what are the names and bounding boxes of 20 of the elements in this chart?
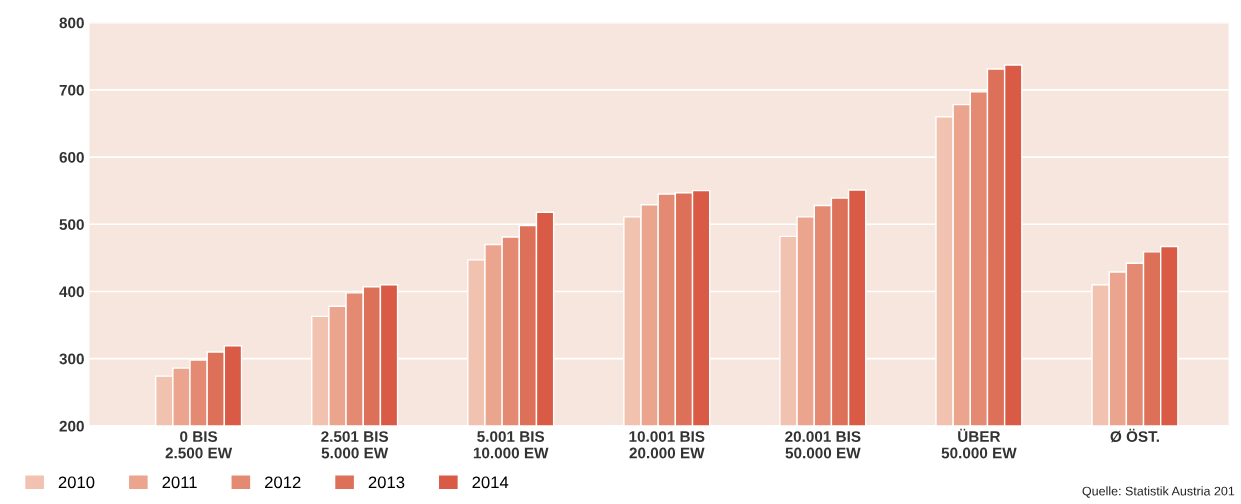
x-tick-label: 20.001 BIS 50.000 EW (785, 431, 861, 459)
y-tick-label: 400 (59, 286, 84, 298)
x-tick-label: 0 BIS 2.500 EW (165, 431, 233, 459)
source-note: Quelle: Statistik Austria 201 (1082, 486, 1235, 498)
x-tick-label: Ø ÖST. (1110, 428, 1159, 443)
legend-label: 2013 (368, 476, 405, 489)
x-tick-label: 2.501 BIS 5.000 EW (321, 431, 389, 459)
y-tick-label: 500 (59, 219, 84, 230)
y-tick-label: 200 (59, 420, 84, 432)
y-tick-label: 300 (59, 353, 84, 365)
legend-label: 2012 (265, 476, 301, 489)
legend-label: 2011 (162, 476, 197, 489)
x-tick-label: 5.001 BIS 10.000 EW (473, 431, 549, 459)
y-tick-label: 700 (59, 84, 84, 96)
x-tick-label: ÜBER 50.000 EW (941, 428, 1017, 459)
y-tick-label: 800 (59, 17, 84, 29)
x-tick-label: 10.001 BIS 20.000 EW (629, 431, 705, 459)
legend-label: 2014 (472, 476, 509, 489)
y-tick-label: 600 (59, 151, 84, 163)
legend-label: 2010 (58, 476, 95, 489)
